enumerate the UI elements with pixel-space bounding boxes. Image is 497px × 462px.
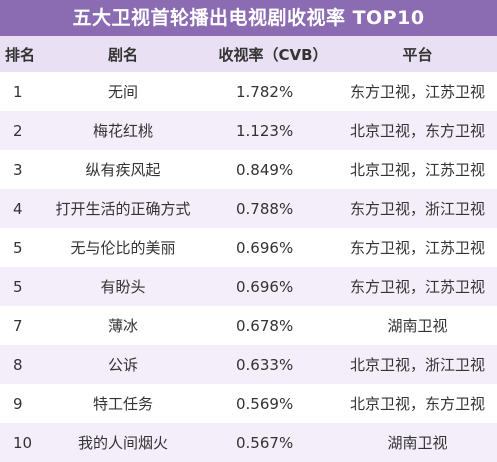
header-name: 剧名 — [107, 45, 138, 64]
cell-platform: 北京卫视，东方卫视 — [349, 395, 485, 413]
table-row: 9 特工任务 0.569% 北京卫视，东方卫视 — [0, 384, 497, 423]
cell-rate: 1.782% — [236, 82, 294, 101]
cell-rank: 4 — [13, 199, 23, 218]
cell-rank: 7 — [13, 316, 23, 335]
cell-name: 无间 — [107, 83, 138, 101]
cell-platform: 北京卫视，浙江卫视 — [349, 356, 485, 374]
cell-rate: 0.567% — [236, 433, 294, 452]
cell-name: 有盼头 — [100, 278, 146, 296]
cell-rank: 5 — [13, 238, 23, 257]
cell-rate: 0.678% — [236, 316, 294, 335]
table-header-row: 排名 剧名 收视率（CVB） 平台 — [0, 36, 497, 72]
cell-name: 我的人间烟火 — [77, 434, 168, 452]
table-row: 5 有盼头 0.696% 东方卫视，江苏卫视 — [0, 267, 497, 306]
cell-platform: 东方卫视，浙江卫视 — [349, 200, 485, 218]
header-rank: 排名 — [5, 45, 36, 64]
table-row: 4 打开生活的正确方式 0.788% 东方卫视，浙江卫视 — [0, 189, 497, 228]
table-row: 1 无间 1.782% 东方卫视，江苏卫视 — [0, 72, 497, 111]
cell-rate: 0.849% — [236, 160, 294, 179]
cell-platform: 东方卫视，江苏卫视 — [349, 83, 485, 101]
cell-platform: 东方卫视，江苏卫视 — [349, 278, 485, 296]
table-title: 五大卫视首轮播出电视剧收视率 TOP10 — [0, 0, 497, 36]
cell-rank: 10 — [13, 433, 33, 452]
cell-rank: 2 — [13, 121, 23, 140]
table-row: 7 薄冰 0.678% 湖南卫视 — [0, 306, 497, 345]
table-row: 10 我的人间烟火 0.567% 湖南卫视 — [0, 423, 497, 462]
cell-rate: 0.788% — [236, 199, 294, 218]
cell-rank: 8 — [13, 355, 23, 374]
cell-platform: 北京卫视，东方卫视 — [349, 122, 485, 140]
ratings-table: 排名 剧名 收视率（CVB） 平台 1 无间 1.782% 东方卫视，江苏卫视 … — [0, 36, 497, 462]
cell-name: 薄冰 — [107, 317, 138, 335]
cell-rate: 1.123% — [236, 121, 294, 140]
table-row: 2 梅花红桃 1.123% 北京卫视，东方卫视 — [0, 111, 497, 150]
cell-name: 纵有疾风起 — [85, 161, 161, 179]
cell-rate: 0.633% — [236, 355, 294, 374]
cell-platform: 湖南卫视 — [387, 317, 448, 335]
cell-rank: 1 — [13, 82, 23, 101]
table-row: 3 纵有疾风起 0.849% 北京卫视，江苏卫视 — [0, 150, 497, 189]
cell-platform: 北京卫视，江苏卫视 — [349, 161, 485, 179]
cell-platform: 东方卫视，江苏卫视 — [349, 239, 485, 257]
cell-rate: 0.696% — [236, 277, 294, 296]
cell-rate: 0.569% — [236, 394, 294, 413]
cell-rate: 0.696% — [236, 238, 294, 257]
cell-rank: 9 — [13, 394, 23, 413]
cell-name: 梅花红桃 — [92, 122, 153, 140]
header-rate: 收视率（CVB） — [218, 45, 328, 64]
cell-rank: 5 — [13, 277, 23, 296]
cell-platform: 湖南卫视 — [387, 434, 448, 452]
cell-name: 特工任务 — [92, 395, 153, 413]
table-row: 5 无与伦比的美丽 0.696% 东方卫视，江苏卫视 — [0, 228, 497, 267]
table-row: 8 公诉 0.633% 北京卫视，浙江卫视 — [0, 345, 497, 384]
header-platform: 平台 — [402, 45, 433, 64]
cell-name: 打开生活的正确方式 — [55, 200, 191, 218]
cell-name: 公诉 — [107, 356, 138, 374]
cell-rank: 3 — [13, 160, 23, 179]
cell-name: 无与伦比的美丽 — [70, 239, 176, 257]
